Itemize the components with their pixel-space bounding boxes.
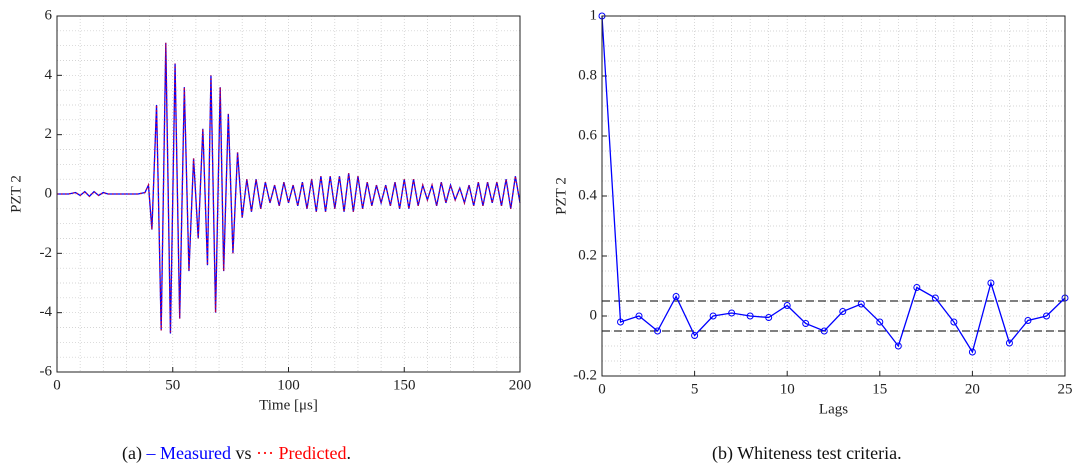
x-tick-label: 5 <box>691 381 699 397</box>
caption-series: Measured <box>159 443 231 463</box>
marker <box>1042 312 1050 320</box>
y-axis-label: PZT 2 <box>553 177 569 215</box>
y-tick-label: 4 <box>45 67 53 83</box>
marker <box>672 293 680 300</box>
marker <box>728 309 736 317</box>
y-tick-label: 6 <box>45 7 53 23</box>
y-tick-label: -0.2 <box>573 367 597 383</box>
marker <box>691 332 699 339</box>
marker <box>820 327 828 335</box>
marker <box>950 318 958 326</box>
marker <box>654 327 662 335</box>
y-tick-label: 0.2 <box>578 247 597 263</box>
marker <box>783 302 791 309</box>
x-tick-label: 10 <box>780 381 795 397</box>
y-tick-label: -2 <box>40 245 53 261</box>
marker <box>987 279 995 287</box>
marker <box>913 284 921 291</box>
marker <box>802 320 810 327</box>
marker <box>765 314 773 321</box>
x-tick-label: 50 <box>165 377 180 393</box>
x-axis-label: Lags <box>819 401 848 417</box>
marker <box>746 312 754 320</box>
caption-series: Predicted <box>278 443 347 463</box>
series-line <box>57 42 521 334</box>
y-axis-label: PZT 2 <box>8 175 24 213</box>
caption-text: Whiteness test criteria. <box>737 443 902 463</box>
marker <box>1024 317 1032 324</box>
y-tick-label: 0.8 <box>578 67 597 83</box>
y-tick-label: 2 <box>45 126 53 142</box>
marker <box>635 312 643 320</box>
marker <box>876 318 884 326</box>
marker <box>1005 339 1013 347</box>
plot-frame <box>56 15 521 373</box>
x-tick-label: 20 <box>965 381 980 397</box>
caption-label: (b) <box>712 443 733 463</box>
caption-label: (a) <box>122 443 142 463</box>
caption-marker: – <box>146 443 156 463</box>
marker <box>968 348 976 356</box>
x-tick-label: 15 <box>872 381 887 397</box>
plot-frame <box>601 15 1066 377</box>
x-tick-label: 0 <box>598 381 606 397</box>
x-tick-label: 0 <box>53 377 61 393</box>
caption-marker: ··· <box>255 443 274 463</box>
x-axis-label: Time [μs] <box>259 397 318 413</box>
y-tick-label: 0 <box>590 307 598 323</box>
y-tick-label: 0.4 <box>578 187 597 203</box>
y-tick-label: -6 <box>40 363 53 379</box>
series-line <box>601 15 1066 354</box>
y-tick-label: 0 <box>45 185 53 201</box>
marker <box>894 342 902 350</box>
x-tick-label: 150 <box>393 377 416 393</box>
caption-b: (b) Whiteness test criteria. <box>712 443 902 464</box>
y-tick-label: 0.6 <box>578 127 597 143</box>
marker <box>839 308 847 315</box>
caption-a: (a) – Measured vs ··· Predicted. <box>122 443 351 464</box>
y-tick-label: -4 <box>40 304 53 320</box>
marker <box>857 300 865 308</box>
y-tick-label: 1 <box>590 7 598 23</box>
x-tick-label: 200 <box>509 377 532 393</box>
x-tick-label: 25 <box>1058 381 1073 397</box>
marker <box>709 312 717 320</box>
caption-joiner: vs <box>235 443 252 463</box>
caption-end: . <box>346 443 351 463</box>
marker <box>931 294 939 302</box>
marker <box>617 318 625 326</box>
x-tick-label: 100 <box>277 377 300 393</box>
